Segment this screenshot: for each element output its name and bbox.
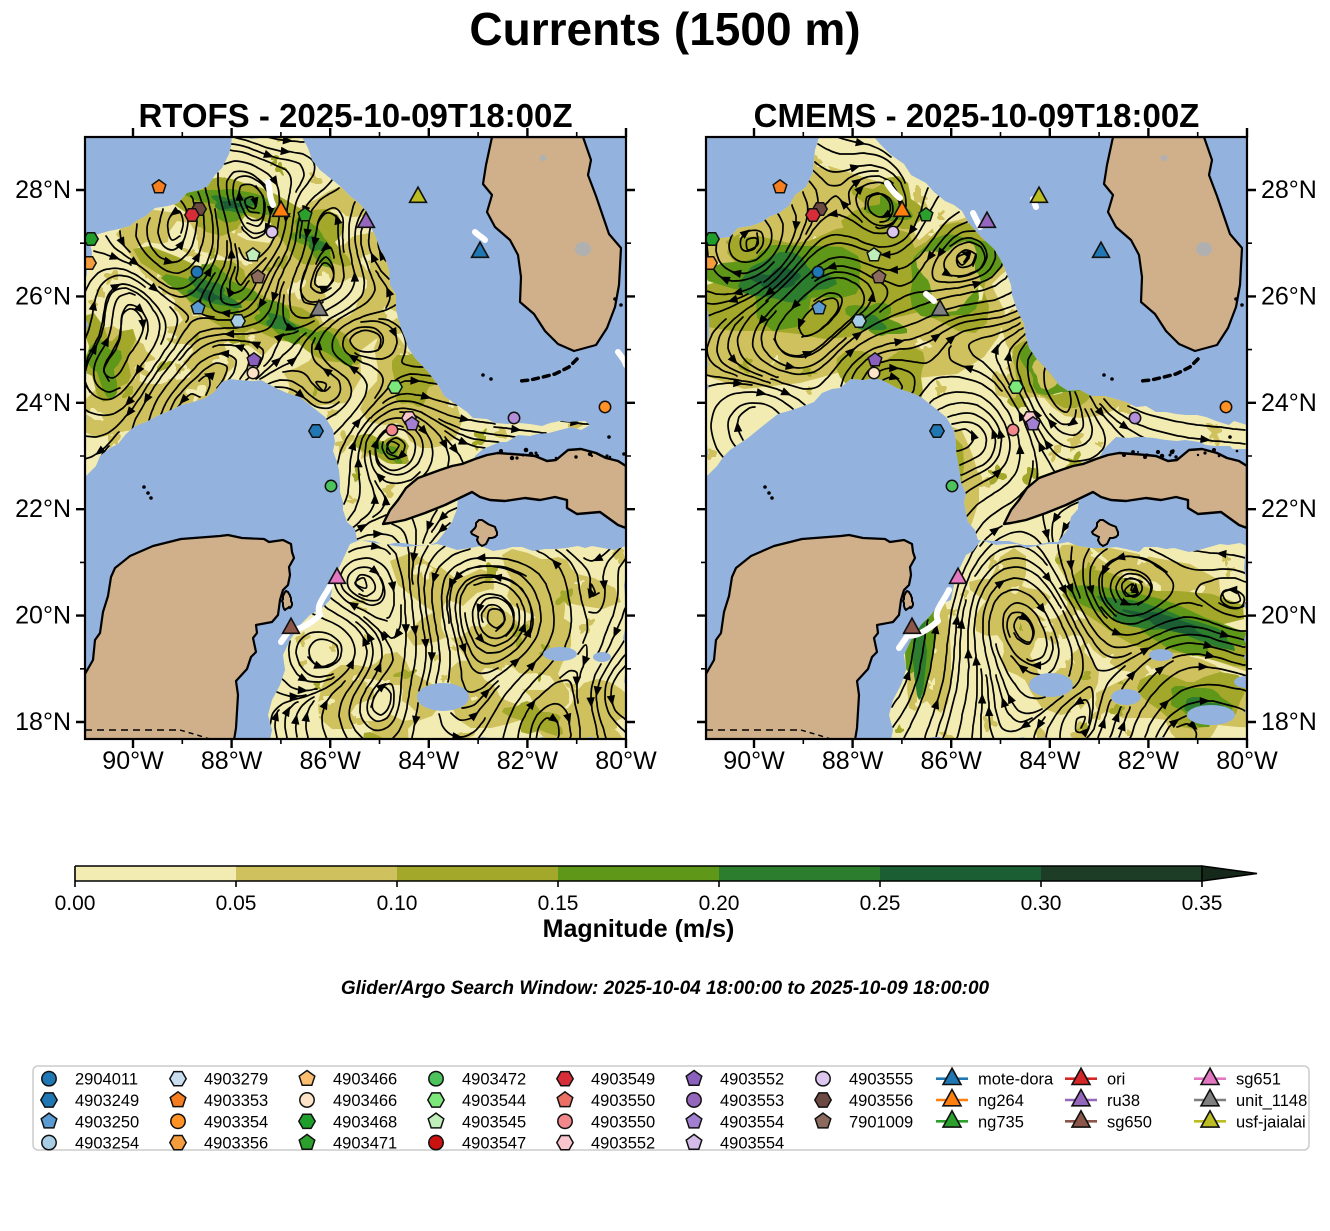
svg-text:ru38: ru38 — [1107, 1092, 1140, 1110]
svg-text:22°N: 22°N — [15, 495, 71, 523]
svg-text:ori: ori — [1107, 1071, 1125, 1089]
svg-text:88°W: 88°W — [201, 747, 263, 775]
svg-text:Glider/Argo Search Window: 202: Glider/Argo Search Window: 2025-10-04 18… — [341, 978, 990, 999]
svg-text:RTOFS - 2025-10-09T18:00Z: RTOFS - 2025-10-09T18:00Z — [138, 97, 572, 134]
svg-text:0.05: 0.05 — [216, 892, 257, 915]
svg-text:20°N: 20°N — [15, 602, 71, 630]
svg-text:90°W: 90°W — [723, 747, 785, 775]
svg-text:4903552: 4903552 — [591, 1135, 655, 1153]
svg-text:20°N: 20°N — [1261, 602, 1317, 630]
svg-text:Magnitude (m/s): Magnitude (m/s) — [543, 915, 735, 943]
svg-text:26°N: 26°N — [1261, 282, 1317, 310]
svg-text:4903468: 4903468 — [333, 1113, 397, 1131]
svg-text:4903545: 4903545 — [462, 1113, 526, 1131]
svg-text:Currents (1500 m): Currents (1500 m) — [469, 3, 860, 55]
svg-text:unit_1148: unit_1148 — [1236, 1092, 1307, 1110]
svg-text:84°W: 84°W — [1019, 747, 1081, 775]
svg-text:4903555: 4903555 — [849, 1071, 913, 1089]
svg-text:24°N: 24°N — [1261, 389, 1317, 417]
svg-text:28°N: 28°N — [1261, 176, 1317, 204]
svg-text:4903549: 4903549 — [591, 1071, 655, 1089]
svg-text:0.25: 0.25 — [860, 892, 901, 915]
svg-text:22°N: 22°N — [1261, 495, 1317, 523]
svg-text:86°W: 86°W — [299, 747, 361, 775]
svg-text:18°N: 18°N — [1261, 708, 1317, 736]
svg-text:4903279: 4903279 — [204, 1071, 268, 1089]
svg-text:4903353: 4903353 — [204, 1092, 268, 1110]
svg-text:CMEMS - 2025-10-09T18:00Z: CMEMS - 2025-10-09T18:00Z — [754, 97, 1200, 134]
svg-text:80°W: 80°W — [595, 747, 657, 775]
svg-text:4903556: 4903556 — [849, 1092, 913, 1110]
svg-text:4903466: 4903466 — [333, 1071, 397, 1089]
svg-text:sg651: sg651 — [1236, 1071, 1281, 1089]
svg-text:28°N: 28°N — [15, 176, 71, 204]
svg-text:4903554: 4903554 — [720, 1113, 784, 1131]
svg-text:0.30: 0.30 — [1021, 892, 1062, 915]
svg-text:4903354: 4903354 — [204, 1113, 268, 1131]
svg-text:4903249: 4903249 — [75, 1092, 139, 1110]
svg-text:86°W: 86°W — [920, 747, 982, 775]
svg-text:2904011: 2904011 — [75, 1071, 138, 1089]
svg-text:4903471: 4903471 — [333, 1135, 397, 1153]
svg-text:90°W: 90°W — [102, 747, 164, 775]
svg-text:4903544: 4903544 — [462, 1092, 526, 1110]
svg-text:4903356: 4903356 — [204, 1135, 268, 1153]
svg-text:4903250: 4903250 — [75, 1113, 139, 1131]
svg-text:4903550: 4903550 — [591, 1092, 655, 1110]
svg-text:ng735: ng735 — [978, 1113, 1024, 1131]
svg-text:sg650: sg650 — [1107, 1113, 1152, 1131]
svg-text:4903552: 4903552 — [720, 1071, 784, 1089]
svg-text:0.10: 0.10 — [377, 892, 418, 915]
svg-text:4903550: 4903550 — [591, 1113, 655, 1131]
svg-text:84°W: 84°W — [398, 747, 460, 775]
svg-text:4903254: 4903254 — [75, 1135, 139, 1153]
svg-text:80°W: 80°W — [1216, 747, 1278, 775]
svg-text:18°N: 18°N — [15, 708, 71, 736]
svg-text:4903547: 4903547 — [462, 1135, 526, 1153]
svg-text:0.35: 0.35 — [1182, 892, 1223, 915]
svg-text:mote-dora: mote-dora — [978, 1071, 1054, 1089]
svg-text:82°W: 82°W — [497, 747, 559, 775]
svg-text:82°W: 82°W — [1118, 747, 1180, 775]
svg-text:4903553: 4903553 — [720, 1092, 784, 1110]
svg-text:26°N: 26°N — [15, 282, 71, 310]
svg-text:0.20: 0.20 — [699, 892, 740, 915]
svg-text:4903466: 4903466 — [333, 1092, 397, 1110]
svg-text:0.00: 0.00 — [55, 892, 96, 915]
svg-text:4903472: 4903472 — [462, 1071, 526, 1089]
svg-text:24°N: 24°N — [15, 389, 71, 417]
svg-text:usf-jaialai: usf-jaialai — [1236, 1113, 1306, 1131]
svg-text:0.15: 0.15 — [538, 892, 579, 915]
svg-text:4903554: 4903554 — [720, 1135, 784, 1153]
svg-text:88°W: 88°W — [822, 747, 884, 775]
svg-text:ng264: ng264 — [978, 1092, 1024, 1110]
svg-text:7901009: 7901009 — [849, 1113, 913, 1131]
